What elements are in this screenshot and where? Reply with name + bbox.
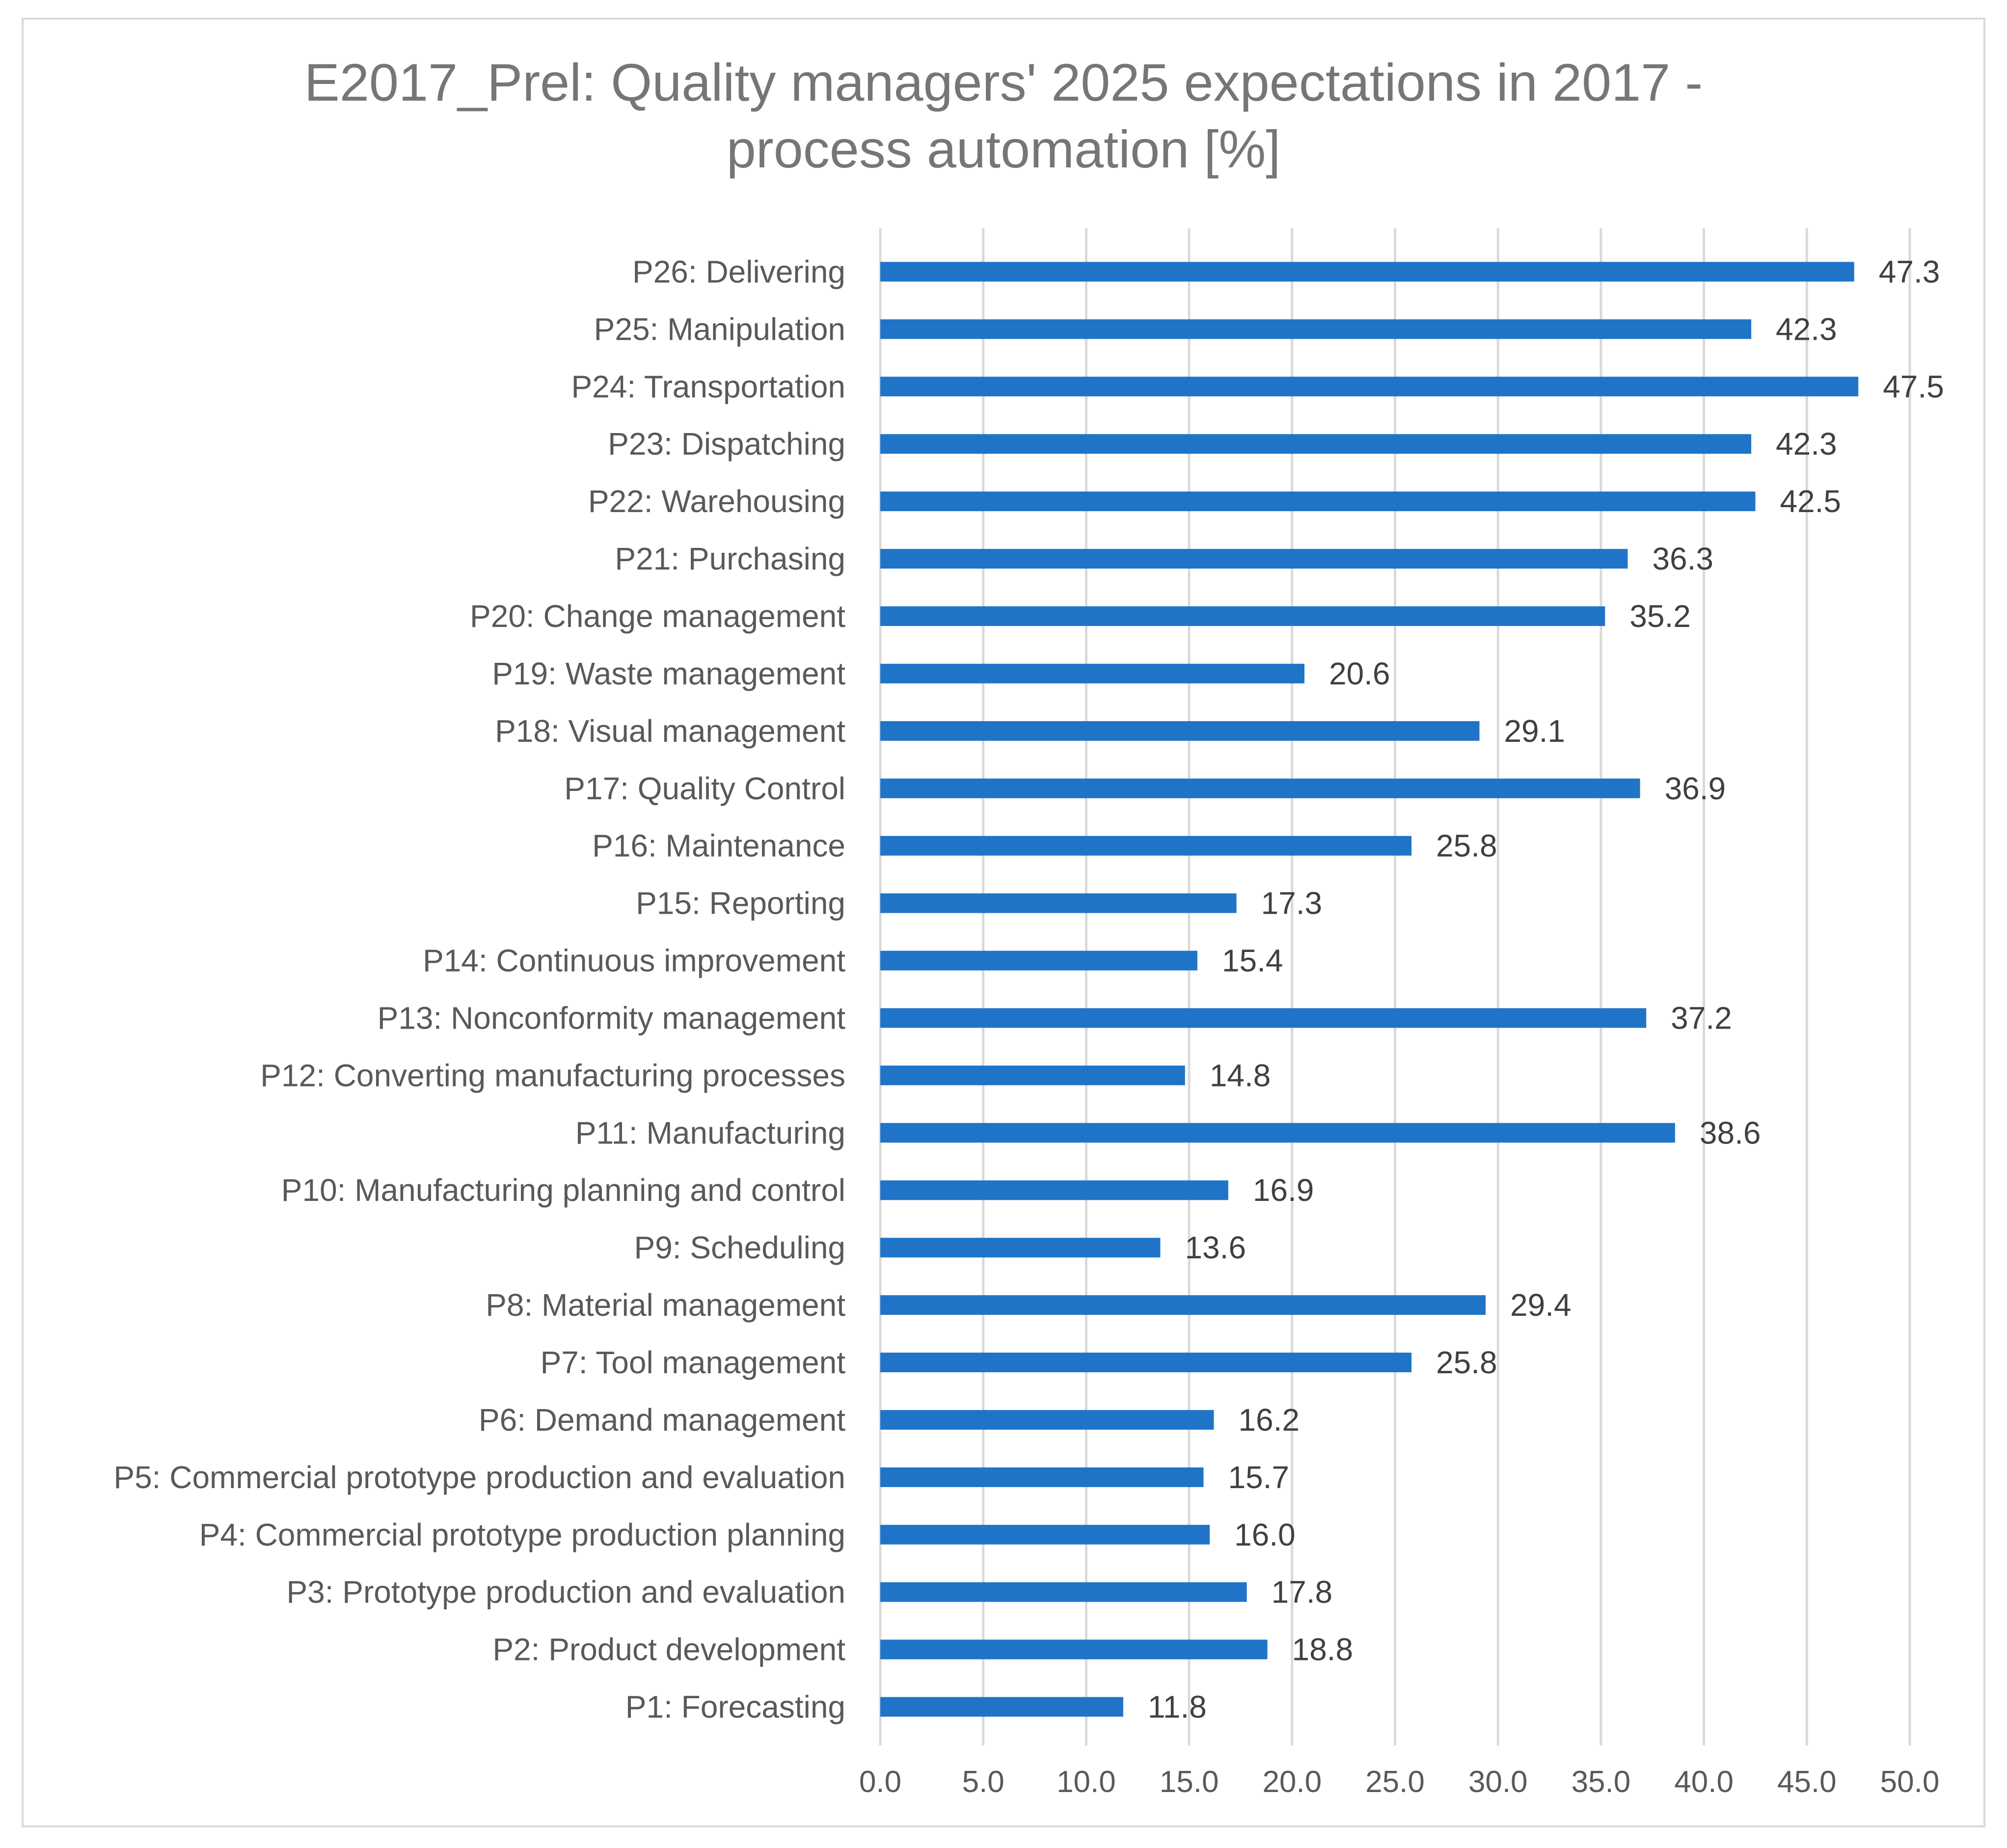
data-label: 47.3 bbox=[1879, 254, 1940, 289]
bar bbox=[880, 1065, 1185, 1086]
bar bbox=[880, 836, 1412, 856]
x-tick-label: 35.0 bbox=[1572, 1765, 1631, 1799]
data-label: 16.2 bbox=[1238, 1402, 1300, 1438]
bar bbox=[880, 262, 1854, 282]
x-tick-label: 50.0 bbox=[1880, 1765, 1940, 1799]
data-label: 16.9 bbox=[1253, 1172, 1314, 1208]
category-label: P21: Purchasing bbox=[615, 541, 845, 576]
bar bbox=[880, 377, 1859, 397]
bar bbox=[880, 1582, 1247, 1602]
category-label: P1: Forecasting bbox=[625, 1689, 845, 1725]
bar bbox=[880, 1295, 1486, 1315]
bar bbox=[880, 951, 1197, 971]
data-label: 17.8 bbox=[1272, 1575, 1333, 1610]
category-label: P4: Commercial prototype production plan… bbox=[199, 1517, 845, 1552]
bar-series bbox=[880, 262, 1859, 1717]
category-label: P25: Manipulation bbox=[594, 311, 845, 347]
bar bbox=[880, 663, 1304, 683]
data-label: 16.0 bbox=[1234, 1517, 1296, 1552]
grid-lines bbox=[879, 228, 1911, 1745]
data-label: 13.6 bbox=[1185, 1230, 1246, 1265]
data-label: 37.2 bbox=[1671, 1000, 1732, 1035]
category-label: P7: Tool management bbox=[541, 1345, 846, 1380]
bar bbox=[880, 549, 1628, 569]
data-label: 42.3 bbox=[1776, 426, 1837, 462]
category-label: P13: Nonconformity management bbox=[378, 1000, 846, 1035]
category-label: P16: Maintenance bbox=[592, 828, 845, 864]
bar bbox=[880, 1353, 1412, 1372]
category-label: P11: Manufacturing bbox=[575, 1115, 845, 1150]
category-label: P20: Change management bbox=[470, 598, 845, 634]
data-label: 36.3 bbox=[1652, 541, 1713, 576]
category-label: P18: Visual management bbox=[495, 713, 845, 749]
category-label: P19: Waste management bbox=[492, 656, 845, 691]
data-label: 18.8 bbox=[1292, 1632, 1353, 1667]
category-label: P12: Converting manufacturing processes bbox=[260, 1058, 845, 1093]
bar bbox=[880, 778, 1640, 798]
x-tick-label: 5.0 bbox=[962, 1765, 1004, 1799]
bar bbox=[880, 1524, 1210, 1545]
bar bbox=[880, 1410, 1214, 1430]
data-label: 42.3 bbox=[1776, 311, 1837, 347]
data-label: 47.5 bbox=[1883, 369, 1944, 404]
data-label: 15.7 bbox=[1228, 1460, 1289, 1495]
x-tick-label: 30.0 bbox=[1468, 1765, 1528, 1799]
data-label: 11.8 bbox=[1148, 1689, 1207, 1725]
bar bbox=[880, 1180, 1228, 1200]
data-label: 14.8 bbox=[1210, 1058, 1271, 1093]
data-label: 15.4 bbox=[1222, 943, 1283, 978]
bar bbox=[880, 606, 1605, 626]
data-label: 25.8 bbox=[1436, 1345, 1497, 1380]
bar bbox=[880, 1639, 1268, 1659]
data-label: 25.8 bbox=[1436, 828, 1497, 864]
bar bbox=[880, 1008, 1647, 1028]
chart-title: E2017_Prel: Quality managers' 2025 expec… bbox=[0, 49, 2007, 183]
x-tick-label: 45.0 bbox=[1777, 1765, 1837, 1799]
chart-title-line-1: E2017_Prel: Quality managers' 2025 expec… bbox=[304, 53, 1703, 112]
bar bbox=[880, 721, 1480, 741]
category-label: P26: Delivering bbox=[632, 254, 845, 289]
data-label: 42.5 bbox=[1780, 484, 1841, 519]
bar bbox=[880, 893, 1237, 913]
category-label: P24: Transportation bbox=[571, 369, 845, 404]
data-label: 29.1 bbox=[1504, 713, 1565, 749]
category-axis: P1: Forecasting P2: Product development P3… bbox=[113, 254, 845, 1724]
category-label: P23: Dispatching bbox=[608, 426, 845, 462]
bar bbox=[880, 1123, 1675, 1143]
category-label: P2: Product development bbox=[492, 1632, 845, 1667]
x-tick-label: 40.0 bbox=[1674, 1765, 1734, 1799]
category-label: P22: Warehousing bbox=[588, 484, 845, 519]
category-label: P8: Material management bbox=[486, 1287, 845, 1323]
data-label: 36.9 bbox=[1665, 771, 1726, 806]
chart-title-line-2: process automation [%] bbox=[726, 119, 1281, 179]
data-labels: 11.8 18.8 17.8 16.0 15.7 16.2 25.8 29.4 13.616.9… bbox=[1148, 254, 1944, 1724]
bar bbox=[880, 1238, 1161, 1258]
bar bbox=[880, 491, 1756, 512]
data-label: 20.6 bbox=[1329, 656, 1390, 691]
bar bbox=[880, 1467, 1204, 1487]
category-label: P10: Manufacturing planning and control bbox=[281, 1172, 845, 1208]
x-tick-label: 10.0 bbox=[1057, 1765, 1116, 1799]
x-tick-label: 15.0 bbox=[1160, 1765, 1219, 1799]
category-label: P5: Commercial prototype production and … bbox=[113, 1460, 845, 1495]
bar bbox=[880, 434, 1752, 454]
x-tick-label: 20.0 bbox=[1262, 1765, 1322, 1799]
category-label: P14: Continuous improvement bbox=[423, 943, 845, 978]
category-label: P15: Reporting bbox=[636, 886, 845, 921]
category-label: P3: Prototype production and evaluation bbox=[286, 1575, 845, 1610]
data-label: 35.2 bbox=[1629, 598, 1691, 634]
value-axis: 0.0 5.0 10.0 15.0 20.0 25.0 30.0 35.0 40.0 45.0 50… bbox=[859, 1765, 1939, 1799]
category-label: P17: Quality Control bbox=[564, 771, 845, 806]
category-label: P9: Scheduling bbox=[634, 1230, 845, 1265]
data-label: 38.6 bbox=[1700, 1115, 1761, 1150]
bar bbox=[880, 1697, 1123, 1717]
x-tick-label: 25.0 bbox=[1365, 1765, 1425, 1799]
data-label: 17.3 bbox=[1261, 886, 1323, 921]
bar bbox=[880, 319, 1752, 339]
category-label: P6: Demand management bbox=[479, 1402, 845, 1438]
x-tick-label: 0.0 bbox=[859, 1765, 901, 1799]
data-label: 29.4 bbox=[1510, 1287, 1572, 1323]
